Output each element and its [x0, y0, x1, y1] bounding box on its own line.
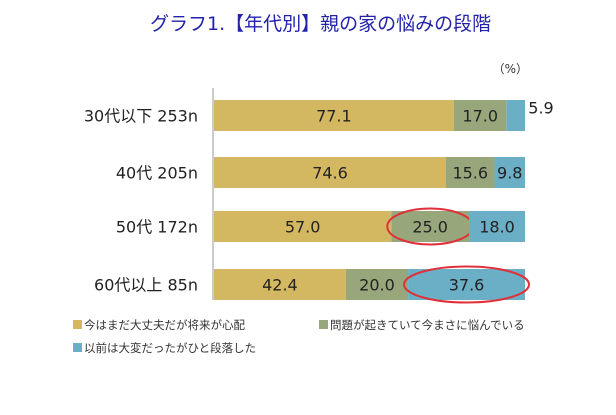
legend-swatch: [73, 320, 82, 329]
bars-group: 30代以下 253n 77.1 17.0 5.9 40代 205n 74.6 15.6 9.8…: [84, 99, 554, 304]
legend-swatch: [73, 343, 82, 352]
data-label-4-3: 37.6: [449, 276, 485, 295]
data-label-3-2: 25.0: [412, 218, 448, 237]
legend-label: 今はまだ大丈夫だが将来が心配: [84, 318, 245, 332]
category-label: 30代以下 253n: [84, 107, 198, 126]
legend-swatch: [319, 320, 328, 329]
data-label-2-2: 15.6: [452, 164, 488, 183]
bar-segment-4-1: [214, 269, 346, 300]
bar-segment-1-3: [506, 100, 525, 131]
unit-label: （%）: [493, 62, 528, 76]
bar-segment-4-2: [345, 269, 409, 300]
bar-segment-4-3: [408, 269, 525, 300]
data-label-1-3: 5.9: [528, 99, 553, 118]
highlight-circle: [403, 265, 531, 304]
bar-segment-3-2: [391, 211, 470, 242]
legend-label: 問題が起きていて今まさに悩んでいる: [330, 318, 525, 332]
data-label-3-1: 57.0: [285, 218, 321, 237]
data-label-4-1: 42.4: [262, 276, 298, 295]
category-label: 60代以上 85n: [94, 276, 198, 295]
data-label-1-2: 17.0: [462, 107, 498, 126]
data-label-3-3: 18.0: [479, 218, 515, 237]
bar-segment-1-2: [453, 100, 507, 131]
data-label-2-3: 9.8: [497, 164, 522, 183]
legend-label: 以前は大変だったがひと段落した: [84, 341, 256, 355]
data-label-1-1: 77.1: [316, 107, 352, 126]
bar-segment-3-3: [469, 211, 525, 242]
category-label: 50代 172n: [116, 218, 198, 237]
bar-segment-2-1: [214, 157, 447, 188]
bar-segment-2-2: [446, 157, 495, 188]
bar-segment-2-3: [494, 157, 525, 188]
bar-segment-1-1: [214, 100, 454, 131]
legend: 今はまだ大丈夫だが将来が心配 問題が起きていて今まさに悩んでいる以前は大変だったが…: [73, 318, 525, 355]
data-label-4-2: 20.0: [359, 276, 395, 295]
data-label-2-1: 74.6: [312, 164, 348, 183]
chart-title: グラフ1.【年代別】親の家の悩みの段階: [150, 13, 491, 35]
bar-segment-3-1: [214, 211, 392, 242]
category-label: 40代 205n: [116, 164, 198, 183]
